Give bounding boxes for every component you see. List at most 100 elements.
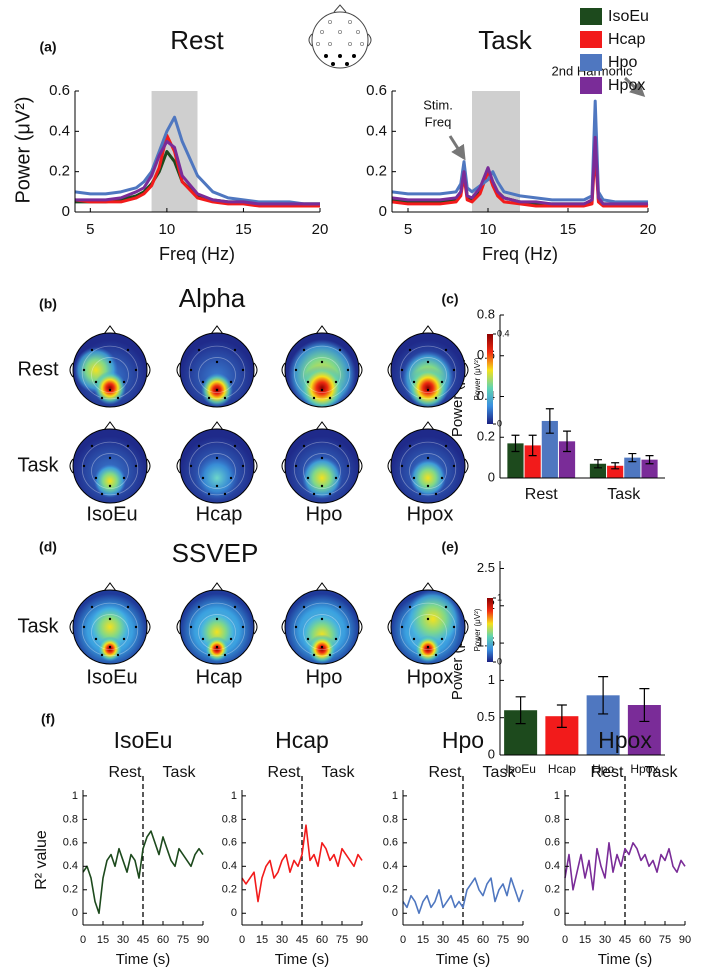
electrode (334, 476, 338, 480)
x-tick-label: 15 (560, 221, 577, 238)
category-label: Rest (525, 486, 558, 503)
activity (81, 441, 139, 498)
subtitle: Rest (591, 764, 624, 781)
electrode (426, 484, 430, 488)
contour (198, 614, 236, 650)
contour (188, 441, 246, 496)
nose (421, 582, 435, 592)
electrode (215, 617, 219, 621)
contour (81, 602, 139, 657)
electrode (302, 444, 306, 448)
x-tick-label: 60 (639, 934, 651, 946)
electrode (108, 388, 112, 392)
x-tick-label: 30 (599, 934, 611, 946)
head-outline (179, 589, 255, 665)
topomap (69, 421, 151, 504)
electrode (426, 388, 430, 392)
electrode (346, 625, 350, 629)
bar (624, 457, 641, 478)
electrode (215, 388, 219, 392)
electrode (444, 444, 448, 448)
electrode (82, 464, 86, 468)
x-tick-label: 75 (497, 934, 509, 946)
y-tick-label: 1 (72, 790, 78, 802)
ears (176, 362, 258, 378)
column-label: Hpox (407, 503, 454, 525)
x-axis-label: Time (s) (436, 951, 490, 968)
activity-spot (405, 590, 461, 649)
electrode (82, 625, 86, 629)
y-tick-label: 1 (231, 790, 237, 802)
activity (399, 345, 457, 407)
electrode (90, 348, 94, 352)
electrode (233, 605, 237, 609)
nose (421, 421, 435, 431)
electrode (241, 368, 245, 372)
y-tick-label: 0.6 (49, 82, 70, 99)
bar (589, 463, 607, 478)
electrode (108, 484, 112, 488)
electrode (201, 380, 205, 384)
activity-spot (88, 603, 132, 651)
colorbar-label: Power (μV²) (473, 357, 482, 400)
category-label: IsoEu (505, 762, 536, 776)
series-line (74, 133, 320, 208)
y-tick-label: 0 (392, 907, 398, 919)
x-tick-label: 30 (276, 934, 288, 946)
series-line (402, 877, 524, 915)
nose (210, 582, 224, 592)
x-tick-label: 15 (97, 934, 109, 946)
topomap (281, 421, 363, 504)
y-tick-label: 0.6 (545, 837, 560, 849)
column-label: Hpo (306, 503, 343, 525)
subtitle: Rest (109, 764, 142, 781)
electrode (320, 645, 324, 649)
electrode (233, 444, 237, 448)
x-tick-label: 20 (640, 221, 657, 238)
ears (176, 458, 258, 474)
y-tick-label: 0.8 (545, 813, 560, 825)
electrode (207, 492, 211, 496)
y-tick-label: 1 (488, 672, 495, 687)
chart-title: Rest (170, 25, 224, 55)
electrode (444, 605, 448, 609)
error-bar (515, 696, 526, 725)
y-tick-label: 0.4 (366, 122, 387, 139)
error-bar (611, 462, 620, 470)
row-label: Rest (17, 358, 59, 380)
electrode (126, 444, 130, 448)
electrode (320, 360, 324, 364)
series-line (391, 135, 648, 206)
contour (293, 441, 351, 496)
electrode (94, 637, 98, 641)
y-tick-label: 0.8 (222, 813, 237, 825)
electrode (452, 464, 456, 468)
contour (399, 441, 457, 496)
error-bar (563, 430, 572, 453)
electrode (90, 444, 94, 448)
electrode (346, 368, 350, 372)
y-tick-label: 0.2 (383, 884, 398, 896)
electrode (100, 492, 104, 496)
y-tick-label: 0.4 (63, 860, 78, 872)
legend-swatch (580, 8, 602, 25)
topomap (281, 582, 363, 665)
x-tick-label: 30 (117, 934, 129, 946)
activity (188, 602, 246, 662)
head-outline (390, 332, 466, 408)
ears (387, 458, 469, 474)
error-bar (556, 704, 567, 728)
topomap-title: SSVEP (172, 538, 259, 568)
error-bar (628, 452, 637, 463)
nose (315, 582, 329, 592)
x-tick-label: 15 (235, 221, 252, 238)
contour (81, 345, 139, 400)
x-tick-label: 45 (457, 934, 469, 946)
ears (69, 458, 151, 474)
y-tick-label: 0.5 (477, 709, 495, 724)
chart-title: Hpox (598, 727, 652, 753)
electrode (408, 444, 412, 448)
electrode (229, 637, 233, 641)
electrode (412, 637, 416, 641)
contour (198, 357, 236, 393)
